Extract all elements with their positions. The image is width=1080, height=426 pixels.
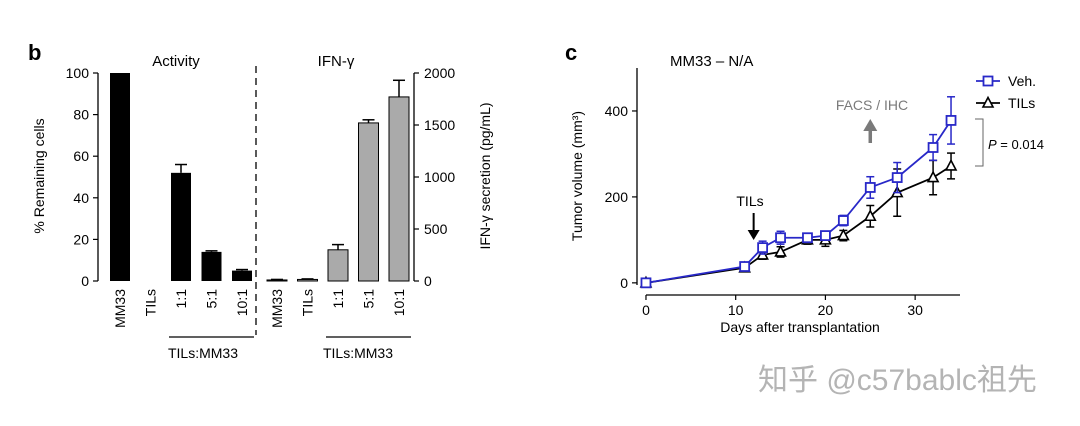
b-right-bar <box>388 96 410 282</box>
c-point-triangle <box>926 170 940 183</box>
b-right-ytick-label: 500 <box>424 221 448 237</box>
b-right-category-label: 5:1 <box>361 289 377 309</box>
b-left-category-label: 1:1 <box>173 289 189 309</box>
b-left-ytick-label: 80 <box>73 107 89 123</box>
panel-b-letter: b <box>28 40 41 65</box>
tils-arrow-head <box>747 230 760 240</box>
b-right-category-label: 1:1 <box>330 289 346 309</box>
c-title: MM33 – N/A <box>670 53 753 70</box>
b-right-ytick-label: 2000 <box>424 65 455 81</box>
b-left-category-label: 10:1 <box>234 289 250 316</box>
c-point-square <box>757 242 769 254</box>
b-right-bar <box>358 122 379 282</box>
b-right-ylabel: IFN-γ secretion (pg/mL) <box>477 102 493 249</box>
b-left-category-label: 5:1 <box>204 289 220 309</box>
c-ytick-label: 400 <box>605 103 629 119</box>
facs-arrow-label: FACS / IHC <box>836 97 908 113</box>
legend-marker-veh <box>982 75 994 87</box>
b-right-category-label: MM33 <box>269 289 285 328</box>
panel-c-chart: 0 200 400 0 10 20 30 <box>605 68 1000 318</box>
b-right-bar <box>327 249 349 282</box>
b-left-ytick-label: 40 <box>73 190 89 206</box>
c-point-square <box>820 230 831 241</box>
ifn-title: IFN-γ <box>318 53 355 70</box>
c-point-square <box>864 182 876 193</box>
c-point-square <box>775 232 786 244</box>
c-point-triangle <box>944 158 958 171</box>
legend-label-tils: TILs <box>1008 95 1035 111</box>
b-left-bar <box>232 270 252 281</box>
activity-title: Activity <box>152 53 200 70</box>
b-right-bar <box>297 278 318 282</box>
facs-arrow-head <box>863 119 878 131</box>
b-right-group-label: TILs:MM33 <box>323 345 393 361</box>
c-point-square <box>927 142 939 153</box>
c-xtick-label: 10 <box>728 302 744 318</box>
b-left-category-label: MM33 <box>112 289 128 328</box>
c-point-triangle <box>774 244 787 257</box>
panel-b-chart: 0 20 40 60 80 100 MM33 TILs 1:1 5:1 10:1 0 500 1000 15… <box>66 65 455 338</box>
b-left-group-label: TILs:MM33 <box>168 345 238 361</box>
b-right-ytick-label: 0 <box>424 273 432 289</box>
c-series-line <box>645 119 952 284</box>
c-point-square <box>945 115 957 126</box>
c-point-square <box>640 277 652 289</box>
c-xtick-label: 30 <box>907 302 923 318</box>
b-left-category-label: TILs <box>143 289 159 316</box>
b-left-ytick-label: 0 <box>81 273 89 289</box>
c-ytick-label: 0 <box>620 275 628 291</box>
b-right-category-label: TILs <box>300 289 316 316</box>
b-left-bar <box>201 251 222 281</box>
c-ytick-label: 200 <box>605 189 629 205</box>
panel-c-letter: c <box>565 40 577 65</box>
c-ylabel: Tumor volume (mm³) <box>569 111 585 241</box>
b-left-ytick-label: 60 <box>73 148 89 164</box>
b-left-ylabel: % Remaining cells <box>31 118 47 233</box>
c-xtick-label: 20 <box>818 302 834 318</box>
b-right-ytick-label: 1000 <box>424 169 455 185</box>
legend-marker-tils <box>981 95 995 108</box>
c-point-square <box>891 172 903 183</box>
p-value-bracket <box>975 118 984 167</box>
c-series-line <box>645 165 952 284</box>
watermark-text: 知乎 @c57bablc祖先 <box>758 364 1037 397</box>
b-left-bar <box>171 172 191 281</box>
c-point-triangle <box>837 228 850 241</box>
b-left-ytick-label: 20 <box>73 231 89 247</box>
c-point-triangle <box>863 209 877 222</box>
c-xlabel: Days after transplantation <box>720 319 880 335</box>
c-point-square <box>837 215 849 226</box>
p-value: P = 0.014 <box>988 137 1044 152</box>
legend-label-veh: Veh. <box>1008 73 1036 89</box>
b-left-ytick-label: 100 <box>66 65 90 81</box>
b-right-category-label: 10:1 <box>391 289 407 316</box>
b-right-ytick-label: 1500 <box>424 117 455 133</box>
c-point-square <box>739 261 751 272</box>
c-point-square <box>802 232 813 244</box>
tils-arrow-label: TILs <box>736 193 763 209</box>
c-xtick-label: 0 <box>642 302 650 318</box>
b-left-bar <box>110 73 130 281</box>
